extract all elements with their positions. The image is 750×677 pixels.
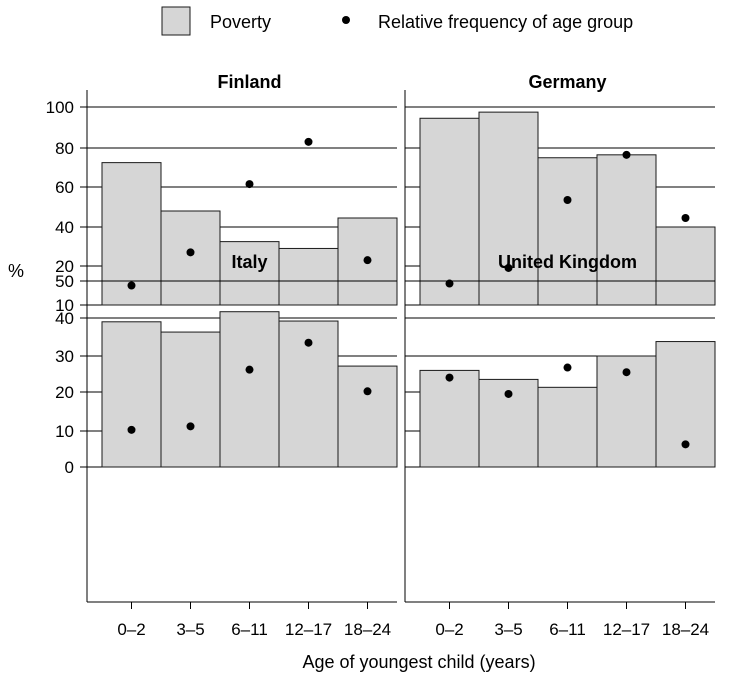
chart-panel-finland: Finland 100 80 60 40 20 10 <box>46 72 398 323</box>
y-tick-label: 20 <box>55 257 74 276</box>
poverty-bar <box>101 321 162 468</box>
y-unit-label: % <box>8 261 24 281</box>
legend-bar-swatch <box>161 6 191 36</box>
panel-title: Germany <box>528 72 606 92</box>
panel-title: Italy <box>231 252 267 272</box>
y-tick-label: 40 <box>55 218 74 237</box>
poverty-bar <box>537 157 598 306</box>
frequency-dot <box>127 425 136 434</box>
frequency-dot <box>563 363 572 372</box>
x-tick-label: 3–5 <box>176 620 204 639</box>
chart-panel-italy: Italy 50 40 30 20 10 0 0–2 3–5 6–11 12–17 18–24 <box>55 252 398 639</box>
poverty-bar <box>278 247 339 306</box>
x-tick-label: 0–2 <box>435 620 463 639</box>
x-tick-label: 3–5 <box>494 620 522 639</box>
chart-panel-germany: Germany <box>404 72 716 323</box>
x-tick-label: 12–17 <box>603 620 650 639</box>
poverty-bar <box>219 241 280 306</box>
poverty-bar <box>419 117 480 306</box>
x-tick-label: 6–11 <box>549 620 586 639</box>
x-axis-label: Age of youngest child (years) <box>302 652 535 672</box>
poverty-bar <box>419 369 480 468</box>
panel-title: United Kingdom <box>498 252 637 272</box>
frequency-dot <box>363 256 372 265</box>
legend-dot-label: Relative frequency of age group <box>378 12 633 32</box>
frequency-dot <box>622 150 631 159</box>
poverty-bar <box>537 386 598 468</box>
y-tick-label: 0 <box>65 458 74 477</box>
poverty-bar <box>160 331 221 468</box>
frequency-dot <box>304 338 313 347</box>
x-tick-label: 12–17 <box>285 620 332 639</box>
poverty-bar <box>337 365 398 468</box>
y-tick-label: 100 <box>46 98 74 117</box>
chart-panel-united-kingdom: United Kingdom 0–2 3–5 6–11 12–17 18–24 <box>404 252 716 639</box>
frequency-dot <box>622 368 631 377</box>
y-tick-label: 60 <box>55 178 74 197</box>
frequency-dot <box>245 365 254 374</box>
frequency-dot <box>186 422 195 431</box>
x-tick-label: 18–24 <box>344 620 391 639</box>
poverty-bar <box>160 210 221 306</box>
poverty-bar <box>596 154 657 306</box>
frequency-dot <box>563 196 572 204</box>
frequency-dot <box>504 263 513 272</box>
poverty-bar <box>219 311 280 468</box>
y-tick-label: 50 <box>55 272 74 291</box>
frequency-dot <box>681 214 690 222</box>
y-tick-label: 10 <box>55 422 74 441</box>
y-tick-label: 30 <box>55 347 74 366</box>
frequency-dot <box>127 281 136 290</box>
frequency-dot <box>304 137 313 146</box>
legend-bar-label: Poverty <box>210 12 271 32</box>
y-tick-label: 80 <box>55 139 74 158</box>
x-tick-label: 6–11 <box>231 620 268 639</box>
panel-title: Finland <box>218 72 282 92</box>
poverty-bar <box>655 226 716 306</box>
y-tick-label: 40 <box>55 309 74 328</box>
y-tick-label: 20 <box>55 383 74 402</box>
x-tick-label: 18–24 <box>662 620 709 639</box>
frequency-dot <box>681 440 690 449</box>
legend: Poverty Relative frequency of age group <box>161 6 633 36</box>
frequency-dot <box>445 373 454 382</box>
frequency-dot <box>504 389 513 398</box>
poverty-bar <box>478 111 539 306</box>
x-tick-label: 0–2 <box>117 620 145 639</box>
frequency-dot <box>445 279 454 288</box>
frequency-dot <box>245 180 254 189</box>
legend-dot-marker <box>342 16 350 24</box>
y-tick-label: 10 <box>55 296 74 315</box>
frequency-dot <box>363 387 372 396</box>
frequency-dot <box>186 248 195 257</box>
